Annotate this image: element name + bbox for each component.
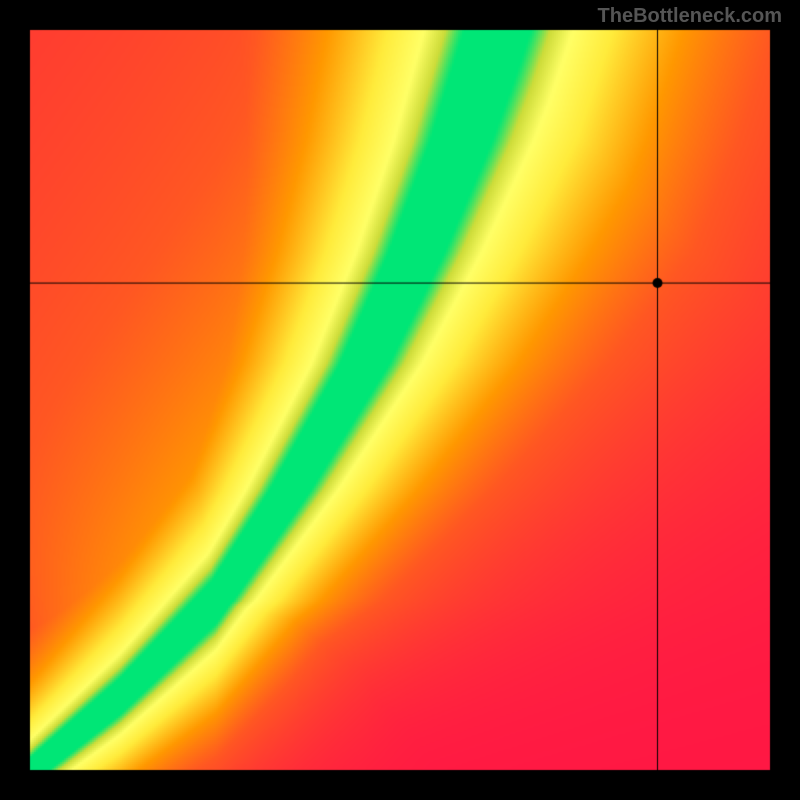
- heatmap-canvas: [0, 0, 800, 800]
- watermark-text: TheBottleneck.com: [598, 5, 782, 28]
- chart-container: TheBottleneck.com: [0, 0, 800, 800]
